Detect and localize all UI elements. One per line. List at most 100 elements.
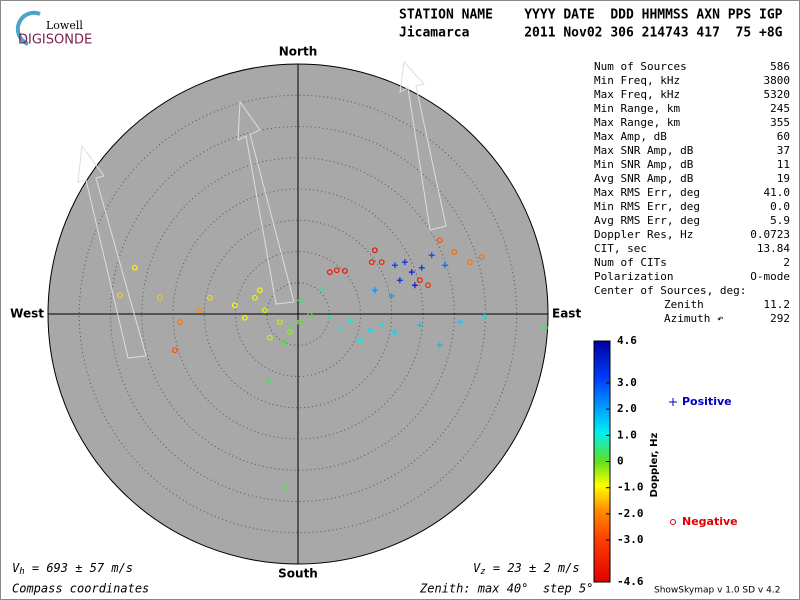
stat-label: Avg RMS Err, deg (594, 214, 700, 227)
stat-value: 355 (770, 116, 790, 129)
source-negative (326, 269, 333, 276)
source-positive (296, 297, 303, 304)
stat-value: 13.84 (757, 242, 790, 255)
legend-marker (670, 519, 676, 525)
legend-marker (669, 398, 677, 406)
stat-value: 5320 (764, 88, 791, 101)
stat-value: 2 (783, 256, 790, 269)
source-positive (428, 252, 435, 259)
source-negative (276, 319, 283, 326)
source-negative (266, 334, 273, 341)
source-positive (378, 322, 385, 329)
source-negative (241, 314, 248, 321)
source-negative (131, 264, 138, 271)
source-positive (318, 287, 325, 294)
stat-value: 586 (770, 60, 790, 73)
source-negative (333, 267, 340, 274)
stat-value: 37 (777, 144, 790, 157)
center-name: Zenith (664, 298, 704, 311)
source-negative (261, 307, 268, 314)
stat-value: 60 (777, 130, 790, 143)
source-negative (196, 307, 203, 314)
stat-label: Min Range, km (594, 102, 680, 115)
source-negative (378, 259, 385, 266)
velocity-h: Vh = 693 ± 57 m/s (12, 561, 133, 577)
source-positive (286, 322, 293, 329)
source-positive (346, 317, 353, 324)
colorbar-label: Doppler, Hz (649, 433, 660, 498)
stat-label: Max RMS Err, deg (594, 186, 700, 199)
header: STATION NAME YYYY DATE DDD HHMMSS AXN PP… (399, 8, 783, 23)
direction: West (10, 307, 44, 321)
colorbar-tick-label: -1.0 (617, 481, 644, 494)
footer: ShowSkymap v 1.0 SD v 4.2 (654, 586, 780, 596)
footer: Compass coordinates (12, 582, 149, 596)
logo-text: DIGISONDE (18, 33, 92, 48)
source-positive (326, 314, 333, 321)
colorbar-tick-label: -2.0 (617, 507, 644, 520)
source-positive (408, 269, 415, 276)
source-negative (466, 259, 473, 266)
footer: Zenith: max 40° step 5° (419, 582, 593, 596)
colorbar-tick-label: 0 (617, 455, 624, 468)
stat-label: Min RMS Err, deg (594, 200, 700, 213)
center-label: Center of Sources, deg: (594, 284, 746, 297)
stat-value: 3800 (764, 74, 791, 87)
stat-label: Doppler Res, Hz (594, 228, 693, 241)
header: Jicamarca 2011 Nov02 306 214743 417 75 +… (399, 26, 783, 41)
source-negative (451, 249, 458, 256)
stat-label: Max SNR Amp, dB (594, 144, 694, 157)
stat-value: 245 (770, 102, 790, 115)
source-negative (231, 302, 238, 309)
colorbar-tick-label: 4.6 (617, 334, 637, 347)
stat-value: 41.0 (764, 186, 791, 199)
stat-label: Max Amp, dB (594, 130, 667, 143)
source-positive (418, 264, 425, 271)
colorbar-tick-label: -3.0 (617, 533, 644, 546)
source-negative (286, 329, 293, 336)
source-negative (116, 292, 123, 299)
source-negative (341, 267, 348, 274)
legend-label: Positive (682, 395, 732, 408)
source-negative (306, 312, 313, 319)
source-positive (281, 484, 288, 491)
direction: East (552, 307, 581, 321)
source-positive (456, 319, 463, 326)
colorbar-tick-label: -4.6 (617, 575, 644, 588)
direction: North (279, 45, 317, 59)
center-value: 292 (770, 312, 790, 325)
velocity-arrows (77, 60, 447, 359)
stat-label: Max Range, km (594, 116, 680, 129)
stat-value: O-mode (750, 270, 790, 283)
source-negative (371, 247, 378, 254)
source-negative (176, 319, 183, 326)
source-positive (411, 282, 418, 289)
source-positive (481, 312, 488, 319)
source-positive (396, 277, 403, 284)
source-positive (356, 337, 363, 344)
center-name: Azimuth ↶ (664, 312, 724, 325)
source-negative (206, 294, 213, 301)
colorbar-tick-label: 3.0 (617, 376, 637, 389)
legend-label: Negative (682, 515, 738, 528)
stat-value: 0.0 (770, 200, 790, 213)
colorbar-tick-label: 2.0 (617, 402, 637, 415)
stat-label: Max Freq, kHz (594, 88, 680, 101)
source-positive (388, 292, 395, 299)
stat-label: Polarization (594, 270, 673, 283)
stat-label: Avg SNR Amp, dB (594, 172, 694, 185)
source-positive (416, 322, 423, 329)
source-negative (296, 319, 303, 326)
stat-label: Num of CITs (594, 256, 667, 269)
source-positive (265, 377, 271, 384)
stat-value: 19 (777, 172, 790, 185)
source-negative (541, 324, 548, 331)
source-positive (281, 339, 288, 346)
source-negative (425, 282, 431, 289)
source-positive (336, 324, 343, 331)
source-positive (436, 342, 443, 349)
source-positive (401, 259, 408, 266)
source-negative (436, 237, 443, 244)
source-negative (256, 287, 263, 294)
